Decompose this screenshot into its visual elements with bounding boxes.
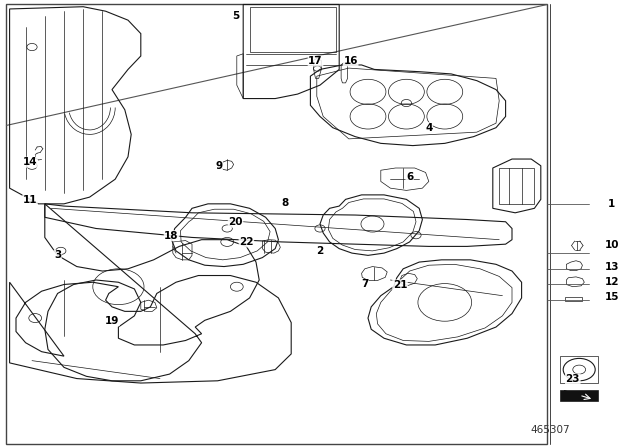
Text: 9: 9	[215, 161, 223, 171]
Text: 16: 16	[344, 56, 358, 66]
Text: 7: 7	[361, 280, 369, 289]
Text: 15: 15	[605, 293, 620, 302]
Text: 19: 19	[105, 316, 119, 326]
Polygon shape	[560, 390, 598, 401]
Text: 23: 23	[566, 374, 580, 384]
Text: 2: 2	[316, 246, 324, 256]
Text: 1: 1	[607, 199, 615, 209]
Text: 11: 11	[23, 195, 37, 205]
Text: 3: 3	[54, 250, 61, 260]
Text: 10: 10	[605, 240, 620, 250]
Text: 13: 13	[605, 262, 620, 271]
Text: 20: 20	[228, 217, 243, 227]
Text: 18: 18	[164, 231, 179, 241]
Text: 5: 5	[232, 11, 239, 21]
Text: 14: 14	[23, 157, 37, 167]
Bar	[6, 4, 547, 444]
Text: 465307: 465307	[531, 425, 570, 435]
Text: 6: 6	[406, 172, 413, 182]
Text: 22: 22	[239, 237, 253, 247]
Text: 21: 21	[393, 280, 407, 290]
Text: 8: 8	[281, 198, 289, 208]
Text: 12: 12	[605, 277, 620, 287]
Text: 4: 4	[425, 123, 433, 133]
Text: 17: 17	[308, 56, 323, 66]
